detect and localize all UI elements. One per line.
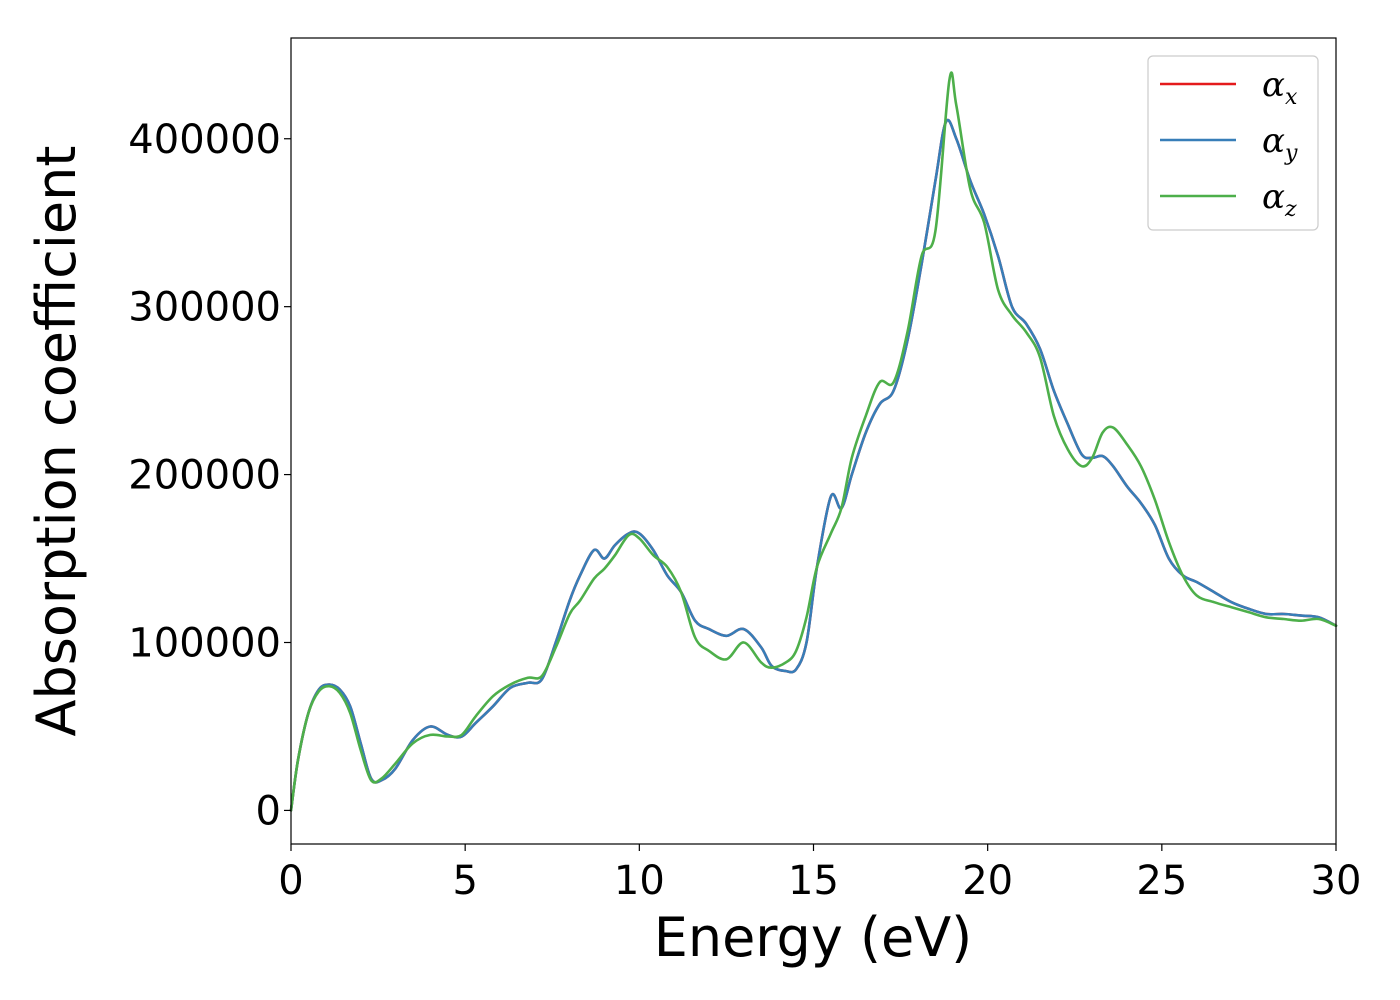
series-line-alpha-y — [289, 118, 1338, 812]
y-tick-label: 400000 — [128, 117, 281, 163]
legend-label-alpha-y: αy — [1262, 121, 1298, 166]
series-line-alpha-z — [289, 71, 1338, 812]
legend: αx αy αz — [1147, 55, 1319, 231]
x-tick-label: 5 — [452, 858, 477, 904]
x-tick-label: 0 — [278, 858, 303, 904]
y-ticks: 0 100000 200000 300000 400000 — [128, 117, 291, 834]
y-tick-label: 0 — [256, 788, 281, 834]
y-tick-label: 100000 — [128, 621, 281, 667]
x-tick-label: 25 — [1136, 858, 1187, 904]
y-tick-label: 300000 — [128, 285, 281, 331]
y-tick-label: 200000 — [128, 453, 281, 499]
x-tick-label: 20 — [962, 858, 1013, 904]
y-axis-title: Absorption coefficient — [25, 146, 88, 737]
series-group — [289, 71, 1338, 812]
x-ticks: 0 5 10 15 20 25 30 — [278, 844, 1361, 904]
legend-label-alpha-z: αz — [1262, 177, 1297, 222]
x-tick-label: 15 — [788, 858, 839, 904]
x-tick-label: 10 — [614, 858, 665, 904]
x-tick-label: 30 — [1311, 858, 1362, 904]
legend-box — [1147, 55, 1319, 231]
x-axis-title: Energy (eV) — [654, 906, 973, 969]
legend-label-alpha-x: αx — [1262, 65, 1298, 110]
